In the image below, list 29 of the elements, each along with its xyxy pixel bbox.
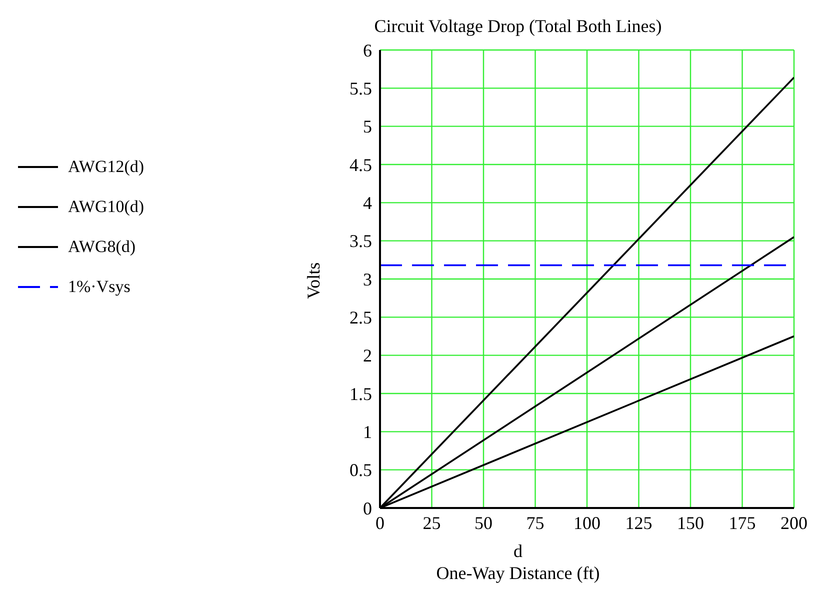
x-tick-label: 200 [780,512,808,533]
y-tick-label: 1 [363,422,372,442]
x-tick-label: 175 [728,512,756,533]
x-tick-label: 75 [526,512,544,533]
y-tick-label: 4 [363,193,372,214]
y-tick-label: 6 [363,40,372,60]
legend-label: AWG10(d) [68,197,144,216]
x-tick-label: 150 [677,512,704,533]
y-tick-label: 4.5 [350,154,372,175]
legend-label: AWG8(d) [68,237,136,256]
x-tick-label: 25 [422,512,441,533]
y-tick-label: 2 [363,346,372,366]
y-tick-label: 3 [363,269,372,290]
x-axis-title: d One-Way Distance (ft) [435,540,601,584]
chart-title: Circuit Voltage Drop (Total Both Lines) [373,16,663,37]
y-tick-label: 0.5 [350,460,372,480]
y-axis-title: Volts [303,262,324,299]
y-tick-label: 2.5 [350,308,372,328]
y-tick-label: 5 [363,116,372,137]
y-tick-label: 1.5 [350,384,372,404]
y-tick-label: 3.5 [350,231,372,252]
x-tick-label: 100 [574,512,600,533]
y-tick-label: 5.5 [350,78,372,99]
y-tick-label: 0 [363,498,372,518]
x-tick-label: 125 [625,512,652,533]
legend-label: AWG12(d) [68,157,144,176]
x-tick-label: 50 [474,512,492,533]
legend-label: 1%·Vsys [68,277,130,296]
x-tick-label: 0 [376,512,384,533]
